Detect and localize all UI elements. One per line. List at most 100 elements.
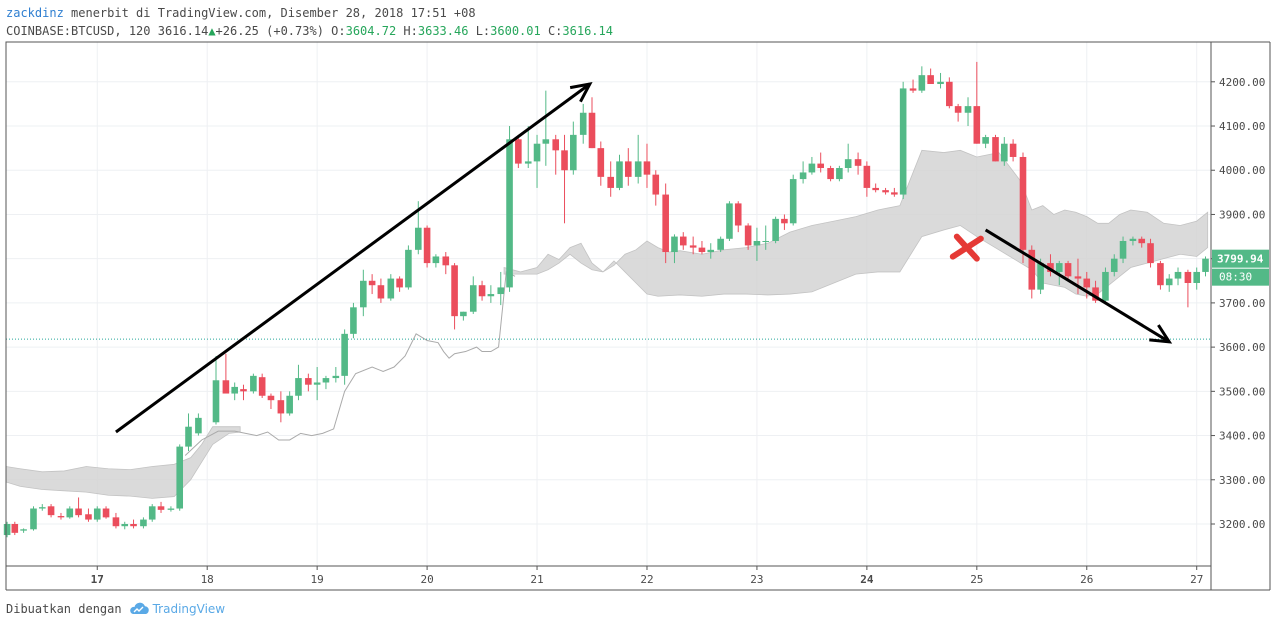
- candle-body: [652, 174, 660, 195]
- candle: [506, 126, 513, 292]
- candle-body: [624, 161, 632, 177]
- candle-body: [827, 168, 834, 180]
- candle-body: [250, 375, 257, 392]
- candle: [597, 141, 605, 186]
- close-label: C:: [547, 24, 563, 38]
- candle-body: [167, 508, 175, 510]
- x-tick-label: 20: [420, 573, 433, 586]
- candle-body: [1074, 276, 1082, 279]
- candles: [3, 61, 1209, 538]
- candle: [195, 413, 202, 436]
- candle-body: [616, 161, 623, 188]
- candle: [1147, 238, 1154, 268]
- x-tick-label: 23: [750, 573, 763, 586]
- candle: [167, 506, 175, 512]
- candle: [808, 156, 816, 175]
- footer: Dibuatkan dengan TradingView: [6, 602, 225, 616]
- candle-body: [231, 386, 238, 394]
- uptrend-arrow: [115, 81, 593, 434]
- candle: [1165, 274, 1173, 292]
- candle-body: [222, 380, 230, 394]
- brand-name: TradingView: [152, 602, 226, 616]
- candle-body: [964, 106, 972, 113]
- candle: [497, 271, 505, 306]
- candle: [946, 77, 953, 109]
- candle: [1102, 267, 1109, 303]
- candle: [75, 497, 82, 518]
- candle-body: [726, 203, 733, 239]
- candle-body: [93, 508, 101, 520]
- candle: [561, 134, 568, 224]
- y-tick-label: 3700.00: [1219, 297, 1265, 310]
- candle-body: [973, 106, 981, 144]
- candle: [451, 263, 458, 330]
- candle: [624, 148, 632, 186]
- candle-body: [671, 236, 678, 253]
- candle-body: [1009, 143, 1017, 157]
- candle: [616, 154, 623, 191]
- candle-body: [882, 190, 889, 193]
- candle-body: [817, 163, 824, 169]
- candle: [30, 506, 37, 531]
- candle: [47, 504, 55, 518]
- candle: [405, 245, 412, 290]
- candle-body: [899, 88, 907, 195]
- open-value: 3604.72: [345, 24, 397, 38]
- candle-body: [30, 508, 37, 530]
- candle-body: [717, 238, 724, 250]
- candle: [286, 391, 293, 416]
- candle: [432, 254, 440, 268]
- candle: [102, 506, 110, 519]
- candle-body: [130, 523, 137, 527]
- candle-body: [662, 194, 669, 253]
- candle-body: [258, 377, 266, 396]
- candle: [1028, 245, 1036, 299]
- candle: [1019, 152, 1027, 264]
- candle: [817, 152, 824, 173]
- candle: [140, 517, 147, 529]
- candle: [341, 329, 348, 385]
- candle: [240, 384, 247, 401]
- candle-body: [1184, 271, 1192, 283]
- candle: [717, 236, 724, 253]
- candle-body: [1119, 240, 1127, 259]
- candle-body: [1083, 278, 1091, 288]
- candle: [85, 508, 92, 522]
- candle-body: [478, 285, 486, 297]
- candle-body: [634, 161, 642, 177]
- y-tick-label: 4000.00: [1219, 164, 1265, 177]
- candle-body: [277, 400, 285, 414]
- candle: [524, 126, 532, 169]
- candle-body: [212, 380, 220, 423]
- candle-body: [542, 139, 550, 144]
- candle-body: [533, 143, 541, 162]
- y-tick-label: 3300.00: [1219, 474, 1265, 487]
- candle: [542, 90, 550, 166]
- arrow-head: [569, 81, 593, 103]
- candle: [515, 134, 522, 169]
- candle-body: [195, 417, 202, 434]
- candle-body: [350, 307, 357, 334]
- candle-body: [1055, 263, 1063, 272]
- x-tick-label: 27: [1190, 573, 1203, 586]
- candle-body: [469, 285, 477, 312]
- candle: [377, 278, 385, 303]
- candle-body: [1138, 238, 1146, 244]
- high-value: 3633.46: [417, 24, 469, 38]
- downtrend-arrow: [984, 228, 1173, 344]
- y-tick-label: 3600.00: [1219, 341, 1265, 354]
- candle: [872, 183, 879, 193]
- candle-body: [442, 256, 450, 266]
- candle-body: [102, 508, 110, 518]
- candle: [698, 240, 706, 255]
- candle-body: [762, 240, 770, 242]
- candle: [258, 373, 266, 398]
- candle-body: [1202, 258, 1209, 272]
- candle: [121, 521, 129, 530]
- tradingview-logo[interactable]: TradingView: [128, 602, 226, 616]
- candle: [827, 165, 834, 182]
- candle-body: [1157, 263, 1164, 286]
- candle-body: [946, 81, 953, 107]
- author-link[interactable]: zackdinz: [6, 6, 64, 20]
